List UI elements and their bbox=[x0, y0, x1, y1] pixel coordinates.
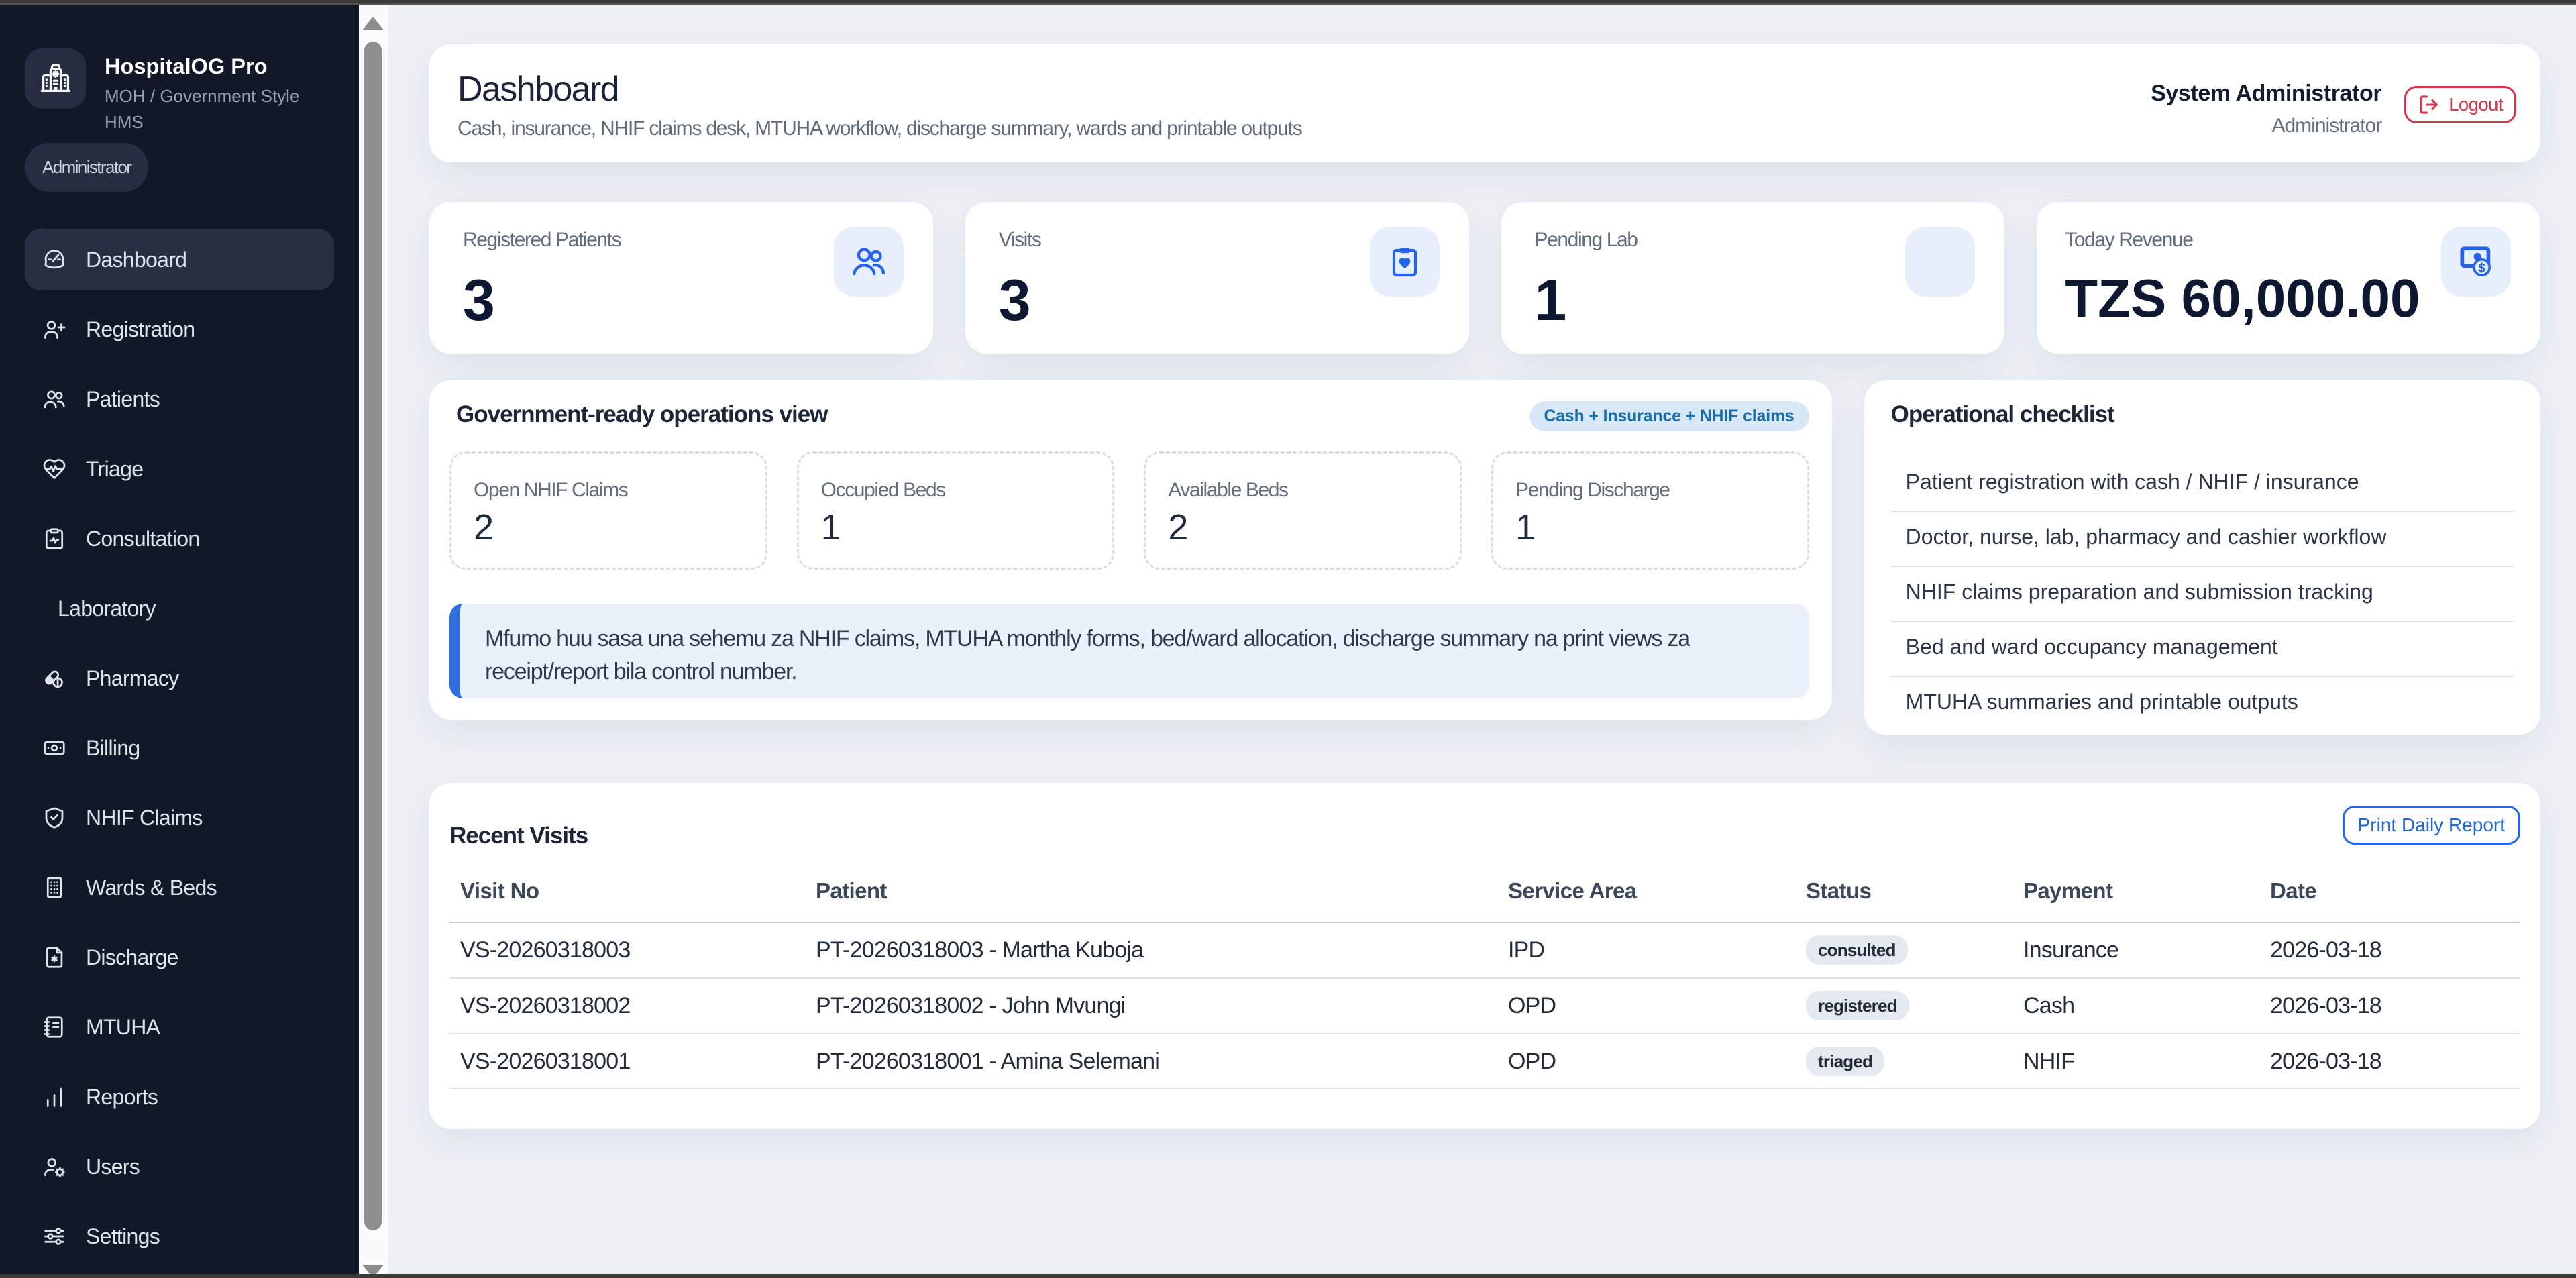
svg-text:$: $ bbox=[2478, 261, 2485, 275]
